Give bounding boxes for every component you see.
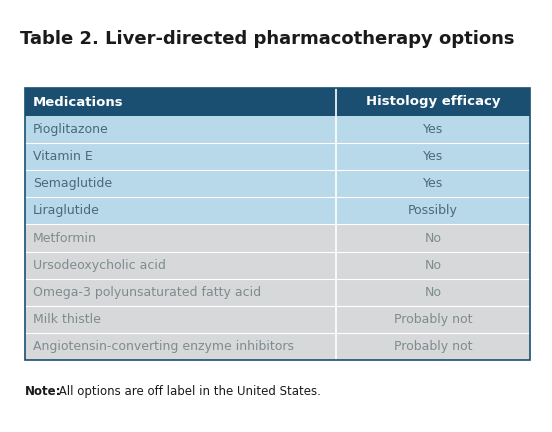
Text: Metformin: Metformin (33, 232, 97, 245)
Text: Liraglutide: Liraglutide (33, 204, 100, 217)
Bar (25, 143, 530, 170)
Bar (25, 225, 530, 251)
Bar (25, 333, 530, 360)
Text: Angiotensin-converting enzyme inhibitors: Angiotensin-converting enzyme inhibitors (33, 340, 294, 353)
Bar (25, 197, 530, 225)
Bar (25, 88, 530, 116)
Text: Omega-3 polyunsaturated fatty acid: Omega-3 polyunsaturated fatty acid (33, 286, 261, 299)
Text: No: No (424, 286, 441, 299)
Text: Probably not: Probably not (394, 340, 472, 353)
Bar (25, 88, 530, 360)
Bar (25, 306, 530, 333)
Text: All options are off label in the United States.: All options are off label in the United … (55, 385, 321, 398)
Text: Yes: Yes (423, 150, 443, 163)
Text: Yes: Yes (423, 177, 443, 190)
Text: No: No (424, 259, 441, 272)
Text: Yes: Yes (423, 123, 443, 136)
Bar (25, 251, 530, 279)
Text: Note:: Note: (25, 385, 61, 398)
Text: Ursodeoxycholic acid: Ursodeoxycholic acid (33, 259, 166, 272)
Bar (25, 170, 530, 197)
Text: Table 2. Liver-directed pharmacotherapy options: Table 2. Liver-directed pharmacotherapy … (20, 30, 514, 48)
Bar (25, 279, 530, 306)
Text: Medications: Medications (33, 95, 124, 108)
Text: Semaglutide: Semaglutide (33, 177, 112, 190)
Text: Pioglitazone: Pioglitazone (33, 123, 109, 136)
Text: No: No (424, 232, 441, 245)
Text: Histology efficacy: Histology efficacy (365, 95, 500, 108)
Text: Probably not: Probably not (394, 313, 472, 326)
Text: Vitamin E: Vitamin E (33, 150, 93, 163)
Text: Milk thistle: Milk thistle (33, 313, 101, 326)
Text: Possibly: Possibly (408, 204, 458, 217)
Bar (25, 116, 530, 143)
